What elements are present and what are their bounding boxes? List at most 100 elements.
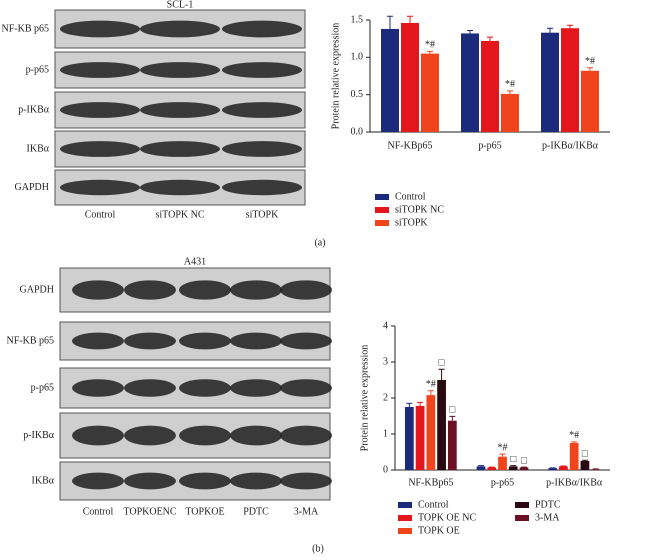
band [60,141,140,157]
blot-title: A431 [184,256,206,267]
legend-label: TOPK OE [418,525,460,536]
legend-label: PDTC [535,499,561,510]
annotation: □ [582,449,588,460]
legend-swatch [398,502,412,508]
band [124,472,176,490]
bar [580,461,590,470]
band [280,472,332,490]
bar [501,93,519,132]
legend-label: Control [418,499,449,510]
band [230,280,282,300]
error-bar [449,415,456,421]
blot-row-label: GAPDH [20,284,54,295]
band [280,379,332,397]
bar [559,466,568,470]
band [72,280,124,300]
blot-row-label: p-IKBα [23,430,55,441]
x-tick-label: p-p65 [478,140,501,151]
bar [415,405,425,470]
error-bar [567,24,573,29]
band [124,332,176,350]
band [230,379,282,397]
annotation: *# [505,79,515,90]
bar [421,53,439,132]
blot-row-label: NF-KB p65 [1,23,49,34]
blot-title: SCL-1 [167,0,194,10]
band [179,280,231,300]
error-bar [406,402,413,407]
band [140,102,220,118]
band [280,280,332,300]
y-tick-label: 2 [383,392,388,403]
y-tick-label: 0.0 [351,126,364,137]
y-axis-label: Protein relative expression [330,23,341,130]
panel-label: (b) [312,543,324,554]
bar [561,28,579,132]
annotation: □ [439,357,445,368]
annotation: □ [449,405,455,416]
band [222,141,302,157]
error-bar [467,29,473,34]
bar [481,40,499,133]
band [179,472,231,490]
band [222,102,302,118]
blot-lane-label: PDTC [243,506,269,517]
blot-row-label: p-p65 [31,382,54,393]
legend-label: siTOPK [395,217,428,228]
band [72,425,124,446]
y-tick-label: 0.5 [351,89,364,100]
band [72,472,124,490]
band [179,379,231,397]
error-bar [427,390,434,396]
band [140,179,220,196]
annotation: *# [585,56,595,67]
annotation: □ [521,455,527,466]
bar [426,395,436,470]
annotation: *# [498,442,508,453]
error-bar [581,459,588,461]
band [140,141,220,157]
x-tick-label: p-IKBα/IKBα [546,477,603,488]
band [222,20,302,38]
error-bar [478,465,484,467]
bar [519,467,529,470]
band [60,102,140,118]
bar [461,33,479,132]
error-bar [547,27,553,33]
band [230,425,282,446]
band [60,20,140,38]
error-bar [487,36,493,41]
error-bar [438,368,445,380]
legend-swatch [375,194,389,200]
band [72,379,124,397]
blot-row-label: IKBα [32,475,55,486]
legend-swatch [515,502,529,508]
bar [401,22,419,133]
y-tick-label: 4 [383,320,388,331]
blot-row-label: p-IKBα [18,104,50,115]
bar [591,469,601,470]
x-tick-label: p-IKBα/IKBα [542,140,599,151]
band [179,425,231,446]
band [222,179,302,196]
error-bar [507,90,513,94]
x-tick-label: NF-KBp65 [408,477,453,488]
bar [437,380,446,470]
band [222,62,302,78]
blot-row-label: NF-KB p65 [6,335,54,346]
annotation: □ [510,454,516,465]
band [140,20,220,38]
error-bar [499,453,506,457]
blot-row-label: IKBα [27,143,50,154]
bar [447,420,457,470]
error-bar [571,441,578,443]
y-tick-label: 1.5 [351,14,364,25]
blot-lane-label: siTOPK NC [156,209,205,220]
legend-swatch [515,515,529,521]
annotation: *# [569,430,579,441]
y-tick-label: 1 [383,428,388,439]
legend-swatch [398,515,412,521]
blot-row-label: p-p65 [26,64,49,75]
bar [404,407,414,470]
